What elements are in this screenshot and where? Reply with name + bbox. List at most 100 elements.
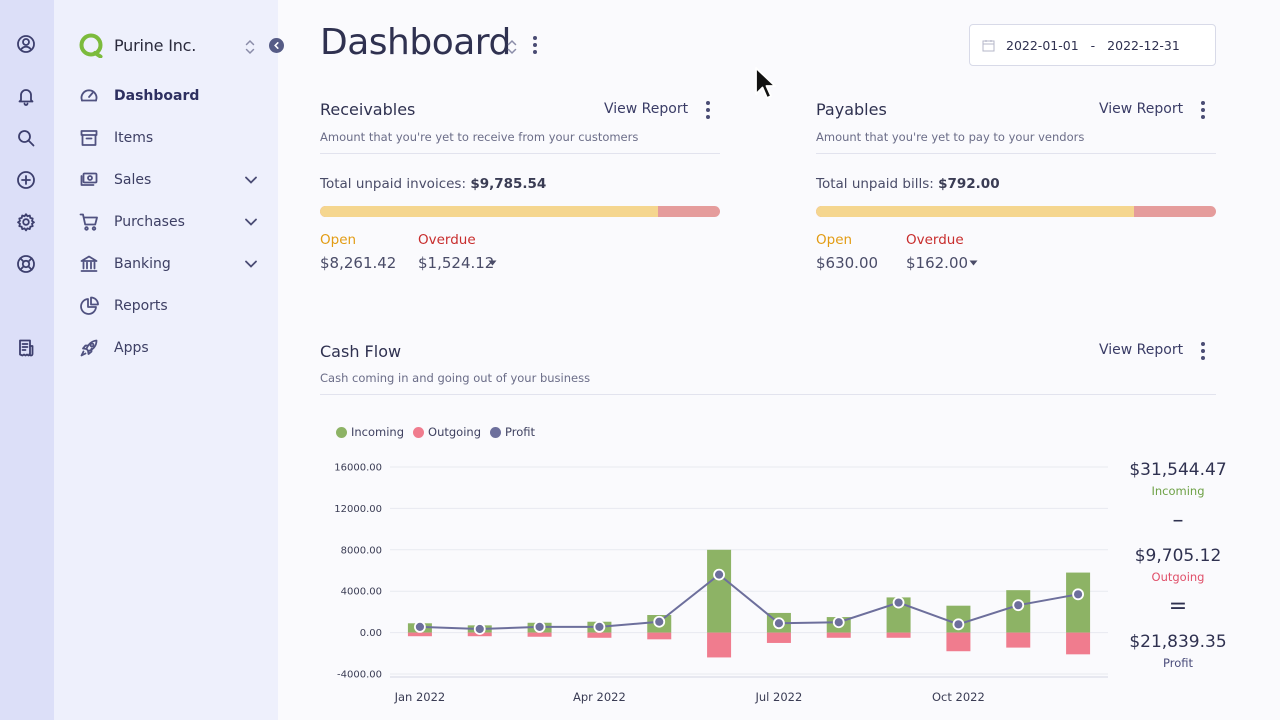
cashflow-subtitle: Cash coming in and going out of your bus…: [320, 371, 591, 385]
sidebar-item-sales[interactable]: Sales: [78, 159, 268, 201]
incoming-total: $31,544.47: [1129, 460, 1227, 480]
profit-point: [593, 621, 606, 633]
outgoing-total: $9,705.12: [1134, 546, 1222, 566]
calendar-icon: [982, 39, 995, 51]
date-separator: -: [1090, 37, 1096, 53]
cart-icon: [78, 211, 100, 233]
gear-icon[interactable]: [15, 211, 37, 233]
legend-profit[interactable]: Profit: [490, 425, 535, 439]
receivables-overdue-label: Overdue: [418, 232, 476, 248]
incoming-bar: [1006, 590, 1031, 633]
mouse-cursor-icon: [755, 67, 776, 99]
gauge-icon: [78, 85, 100, 107]
outgoing-bar: [946, 632, 971, 652]
cashflow-title: Cash Flow: [320, 342, 402, 361]
company-name: Purine Inc.: [114, 35, 197, 55]
sidebar-item-banking[interactable]: Banking: [78, 243, 268, 285]
legend-outgoing[interactable]: Outgoing: [413, 425, 481, 439]
cash-icon: [78, 169, 100, 191]
payables-view-report-link[interactable]: View Report: [1099, 101, 1184, 117]
outgoing-bar: [1006, 632, 1031, 648]
minus-operator: –: [1172, 508, 1184, 533]
x-tick-label: Jul 2022: [755, 690, 803, 704]
receivables-menu-icon[interactable]: [705, 100, 711, 120]
company-brand[interactable]: Purine Inc.: [78, 32, 196, 58]
chevron-down-icon: [245, 218, 257, 226]
page-title: Dashboard: [320, 22, 511, 63]
profit-point: [414, 621, 426, 633]
profit-point: [533, 621, 546, 633]
receivables-overdue-amount: $1,524.12: [418, 254, 495, 272]
add-circle-icon[interactable]: [15, 169, 37, 191]
outgoing-bar: [587, 632, 612, 638]
divider: [320, 153, 720, 154]
receivables-view-report-link[interactable]: View Report: [604, 101, 689, 117]
payables-overdue-amount: $162.00: [906, 254, 969, 272]
user-icon[interactable]: [15, 33, 37, 55]
y-tick-label: 12000.00: [334, 504, 382, 515]
company-switch-icon[interactable]: [244, 38, 256, 56]
receivables-open-label: Open: [320, 232, 357, 248]
date-range-picker[interactable]: 2022-01-01 - 2022-12-31: [969, 24, 1216, 66]
payables-total-value: $792.00: [938, 176, 1000, 192]
sidebar-item-label: Sales: [114, 172, 152, 188]
divider: [320, 394, 1216, 395]
legend-dot: [490, 426, 501, 438]
collapse-sidebar-button[interactable]: [269, 38, 284, 53]
help-lifebuoy-icon[interactable]: [15, 253, 37, 275]
sidebar-item-reports[interactable]: Reports: [78, 285, 268, 327]
outgoing-bar: [886, 632, 911, 638]
x-tick-label: Oct 2022: [932, 690, 985, 704]
divider: [816, 153, 1216, 154]
profit-point: [1072, 588, 1084, 601]
company-logo: [79, 33, 103, 58]
bell-icon[interactable]: [15, 85, 37, 107]
receipt-icon[interactable]: [15, 337, 37, 359]
sidebar-item-apps[interactable]: Apps: [78, 327, 268, 369]
chevron-down-icon: [245, 176, 257, 184]
incoming-total-label: Incoming: [1151, 484, 1205, 498]
rocket-icon: [78, 337, 100, 359]
legend-dot: [413, 426, 425, 438]
dashboard-switch-icon[interactable]: [506, 38, 518, 56]
sidebar-item-label: Reports: [114, 298, 168, 314]
receivables-title: Receivables: [320, 100, 416, 119]
profit-point: [773, 617, 785, 630]
receivables-progress-bar: [320, 206, 720, 217]
cashflow-view-report-link[interactable]: View Report: [1099, 342, 1184, 358]
payables-open-label: Open: [816, 232, 853, 248]
payables-total: Total unpaid bills: $792.00: [816, 176, 1000, 192]
sidebar-nav: Dashboard Items Sales Purchases Banking …: [78, 75, 268, 369]
outgoing-bar: [766, 632, 791, 643]
payables-menu-icon[interactable]: [1200, 100, 1206, 120]
sidebar-item-label: Purchases: [114, 214, 185, 230]
profit-point: [1012, 599, 1025, 612]
date-to: 2022-12-31: [1107, 37, 1180, 53]
search-icon[interactable]: [15, 127, 37, 149]
dashboard-menu-icon[interactable]: [532, 35, 538, 55]
cashflow-chart: 16000.00 12000.00 8000.00 4000.00 0.00 -4000.…: [334, 463, 1108, 704]
payables-overdue-label: Overdue: [906, 232, 964, 248]
sidebar-item-label: Banking: [114, 256, 171, 272]
legend-incoming[interactable]: Incoming: [336, 425, 404, 439]
sidebar-item-dashboard[interactable]: Dashboard: [78, 75, 268, 117]
incoming-bar: [1066, 572, 1091, 633]
cashflow-menu-icon[interactable]: [1200, 341, 1206, 361]
profit-line: [419, 573, 1079, 630]
sidebar-item-purchases[interactable]: Purchases: [78, 201, 268, 243]
date-from: 2022-01-01: [1006, 37, 1079, 53]
sidebar-item-items[interactable]: Items: [78, 117, 268, 159]
caret-down-icon[interactable]: [969, 260, 978, 266]
outgoing-bar: [647, 632, 672, 640]
caret-down-icon[interactable]: [488, 260, 497, 266]
sidebar: Purine Inc. Dashboard Items Sales Purcha…: [54, 0, 284, 720]
profit-point: [473, 623, 486, 635]
payables-open-amount: $630.00: [816, 254, 879, 272]
receivables-total: Total unpaid invoices: $9,785.54: [320, 176, 547, 192]
legend-dot: [336, 426, 347, 438]
outgoing-bar: [1066, 632, 1091, 655]
payables-title: Payables: [816, 100, 887, 119]
outgoing-bar: [407, 632, 432, 637]
payables-open-fill: [816, 206, 1134, 217]
outgoing-bar: [527, 632, 552, 637]
